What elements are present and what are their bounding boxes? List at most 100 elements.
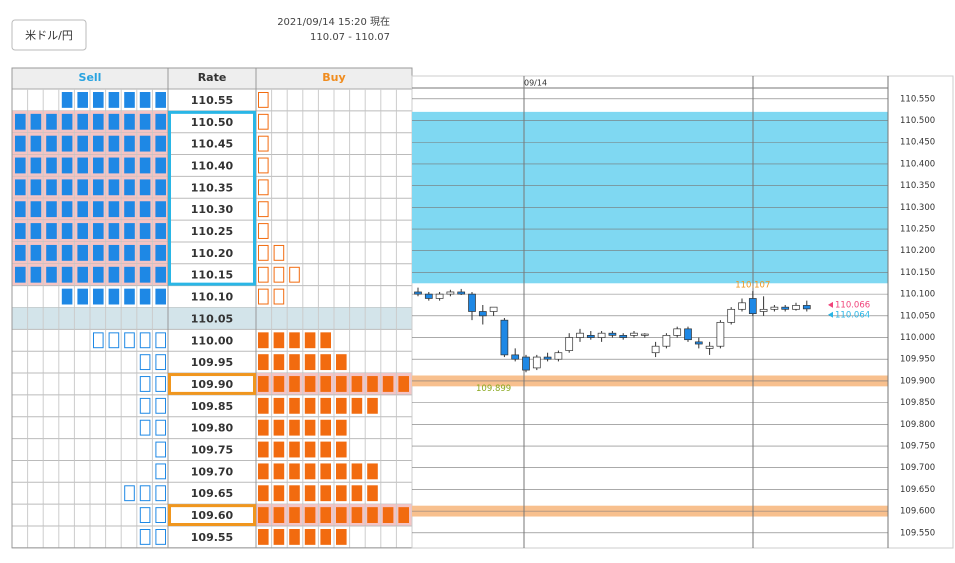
sell-block xyxy=(15,201,26,218)
buy-block xyxy=(258,463,269,480)
y-tick-label: 109.750 xyxy=(900,442,935,452)
pair-button-label[interactable]: 米ドル/円 xyxy=(25,29,73,42)
sell-orders xyxy=(155,463,166,480)
y-tick-label: 110.450 xyxy=(900,138,935,148)
buy-block xyxy=(289,376,300,392)
rate-label: 110.10 xyxy=(191,291,234,304)
y-tick-label: 110.250 xyxy=(900,225,935,235)
price-annotation: 109.899 xyxy=(476,384,511,394)
rate-label: 109.95 xyxy=(191,356,233,369)
sell-orders xyxy=(139,397,166,414)
buy-block xyxy=(258,441,269,458)
sell-block xyxy=(124,266,135,283)
sell-block xyxy=(61,266,73,283)
buy-block xyxy=(336,507,347,523)
candle-body xyxy=(446,291,455,295)
zone-band xyxy=(412,111,888,284)
buy-block xyxy=(258,92,269,108)
buy-block xyxy=(258,354,269,371)
buy-block xyxy=(258,223,269,239)
sell-block xyxy=(108,113,120,130)
sell-block xyxy=(124,288,135,305)
sell-block xyxy=(46,244,57,261)
buy-block xyxy=(367,463,378,480)
sell-block xyxy=(61,223,73,239)
candle-body xyxy=(792,305,800,310)
candle-body xyxy=(727,308,736,323)
sell-block xyxy=(61,135,73,152)
sell-block xyxy=(155,288,166,305)
candle-body xyxy=(543,356,552,360)
pair-button[interactable] xyxy=(11,19,87,51)
buy-header: Buy xyxy=(322,71,345,84)
buy-block xyxy=(273,441,285,458)
buy-block xyxy=(320,397,331,414)
candle-body xyxy=(554,352,563,360)
buy-block xyxy=(273,463,285,480)
sell-block xyxy=(61,201,73,218)
buy-block xyxy=(336,441,347,458)
buy-block xyxy=(336,376,347,392)
sell-orders xyxy=(15,113,166,130)
sell-block xyxy=(155,157,166,174)
buy-orders xyxy=(258,376,409,392)
timestamp: 2021/09/14 15:20 現在 xyxy=(277,16,390,28)
buy-block xyxy=(351,485,363,502)
rate-highlight xyxy=(168,110,256,286)
buy-block xyxy=(273,244,285,261)
candle-body xyxy=(640,333,649,336)
y-tick-label: 110.150 xyxy=(900,268,935,278)
sell-orders xyxy=(124,485,166,502)
buy-orders xyxy=(258,223,269,239)
candle-body xyxy=(532,356,541,369)
sell-block xyxy=(15,223,26,239)
sell-block xyxy=(30,223,42,239)
sell-block xyxy=(93,135,104,152)
candle-body xyxy=(511,354,520,360)
rate-label: 110.00 xyxy=(191,334,234,347)
buy-block xyxy=(304,354,316,371)
sell-block xyxy=(155,201,166,218)
buy-block xyxy=(273,266,285,283)
candle-body xyxy=(619,335,628,338)
sell-block xyxy=(124,485,135,502)
sell-block xyxy=(61,157,73,174)
sell-block xyxy=(93,223,104,239)
buy-block xyxy=(304,376,316,392)
buy-block xyxy=(304,463,316,480)
sell-block xyxy=(61,288,73,305)
buy-block xyxy=(351,397,363,414)
candle-body xyxy=(414,291,422,295)
sell-block xyxy=(139,376,151,392)
sell-block xyxy=(124,201,135,218)
sell-block xyxy=(93,288,104,305)
sell-block xyxy=(108,135,120,152)
candle-body xyxy=(802,305,811,310)
buy-block xyxy=(320,354,331,371)
buy-block xyxy=(336,354,347,371)
buy-orders xyxy=(258,244,285,261)
sell-block xyxy=(139,529,151,545)
rate-label: 110.05 xyxy=(191,312,233,325)
sell-block xyxy=(77,288,88,305)
buy-block xyxy=(289,507,300,523)
rate-label: 110.50 xyxy=(191,116,234,129)
candle-body xyxy=(770,306,779,310)
sell-block xyxy=(77,179,88,196)
sell-block xyxy=(30,179,42,196)
buy-orders xyxy=(258,397,378,414)
sell-orders xyxy=(15,244,166,261)
buy-orders xyxy=(258,485,378,502)
buy-orders xyxy=(258,288,285,305)
buy-block xyxy=(351,376,363,392)
buy-orders xyxy=(258,354,347,371)
buy-block xyxy=(351,507,363,523)
sell-block xyxy=(139,397,151,414)
buy-block xyxy=(258,332,269,349)
sell-block xyxy=(93,157,104,174)
candle-body xyxy=(565,337,574,351)
price-chart: 110.550 110.500 110.450 110.400 110.350 110.3… xyxy=(411,75,954,549)
sell-block xyxy=(155,113,166,130)
